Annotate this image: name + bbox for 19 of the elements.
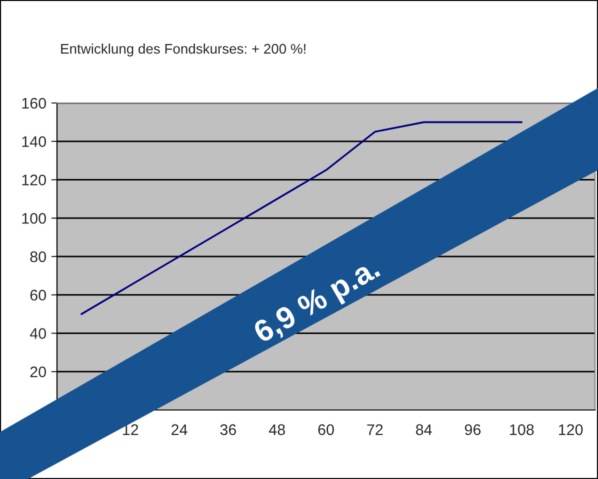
x-tick-label: 108 xyxy=(510,424,534,436)
y-tick-label: 140 xyxy=(22,136,46,148)
x-tick-label: 48 xyxy=(268,424,285,436)
y-tick-label: 80 xyxy=(30,251,46,262)
x-tick-label: 36 xyxy=(220,424,236,436)
x-tick-label: 60 xyxy=(318,424,334,436)
x-tick-label: 24 xyxy=(172,424,188,435)
y-tick-label: 40 xyxy=(30,328,46,339)
y-tick-label: 160 xyxy=(22,98,46,109)
chart-title: Entwicklung des Fondskurses: + 200 %! xyxy=(61,44,306,56)
x-tick-label: 72 xyxy=(367,424,383,435)
x-tick-label: 120 xyxy=(558,424,583,436)
annotation: 6,9 % p.a. xyxy=(252,256,384,349)
x-tick-label: 96 xyxy=(464,424,481,436)
x-tick-label: 84 xyxy=(416,424,432,436)
y-tick-label: 120 xyxy=(22,174,46,186)
y-tick-label: 60 xyxy=(30,290,46,301)
y-tick-label: 20 xyxy=(30,366,46,378)
y-tick-label: 100 xyxy=(22,212,46,224)
